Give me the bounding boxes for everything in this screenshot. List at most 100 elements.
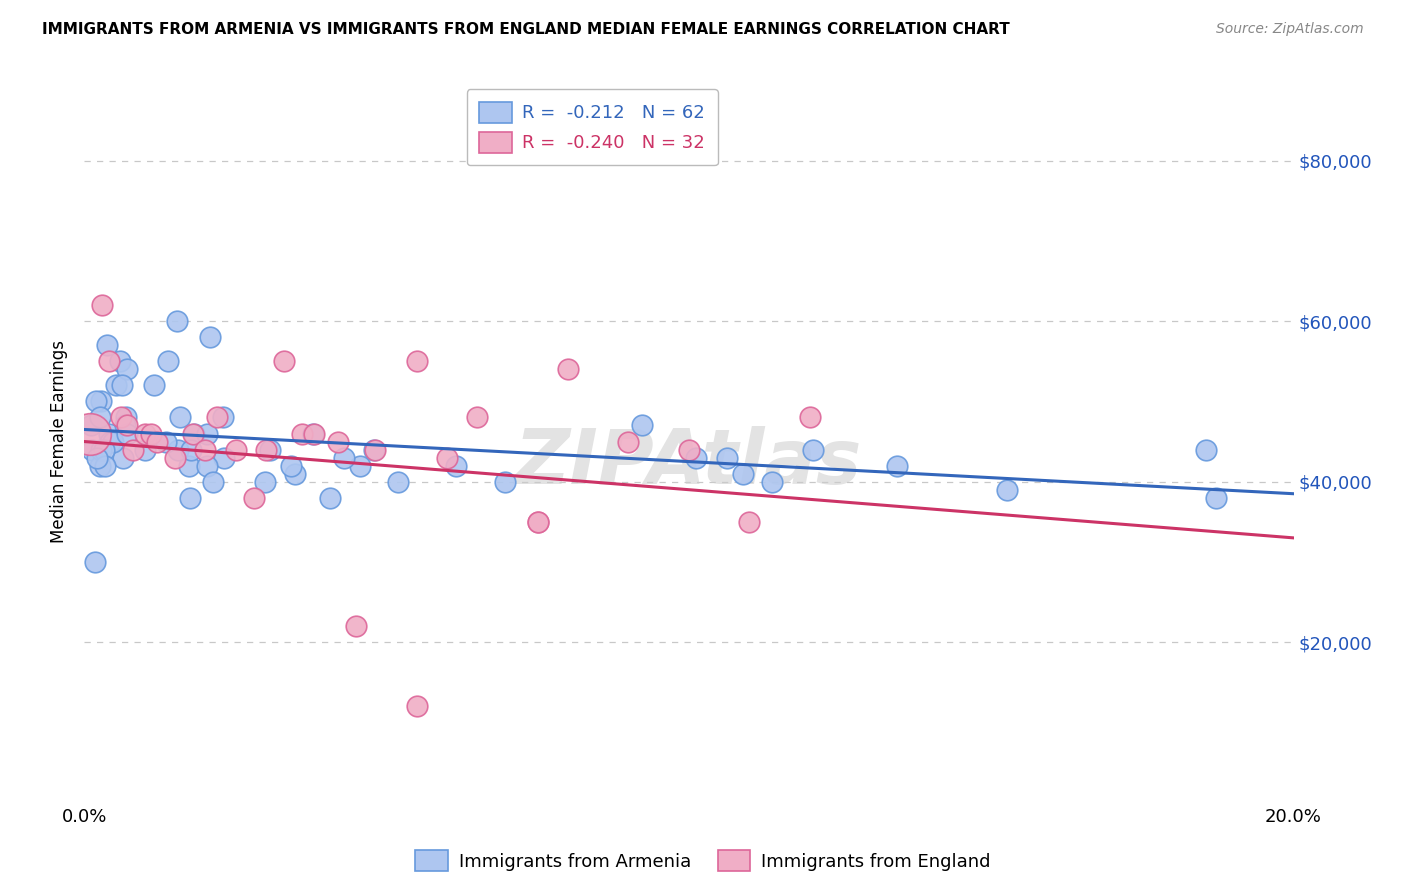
Point bbox=[90, 442, 112, 457]
Point bbox=[165, 450, 187, 465]
Point bbox=[155, 434, 177, 449]
Point bbox=[156, 354, 179, 368]
Point bbox=[225, 442, 247, 457]
Point bbox=[167, 442, 190, 457]
Point bbox=[86, 450, 108, 465]
Point bbox=[328, 434, 350, 449]
Point bbox=[1205, 491, 1227, 505]
Point bbox=[96, 338, 118, 352]
Point bbox=[89, 410, 111, 425]
Point bbox=[179, 458, 201, 473]
Point bbox=[115, 418, 138, 433]
Point bbox=[1195, 442, 1218, 457]
Point bbox=[886, 458, 908, 473]
Point bbox=[716, 450, 738, 465]
Point bbox=[346, 619, 368, 633]
Point bbox=[91, 298, 114, 312]
Point bbox=[319, 491, 342, 505]
Point bbox=[180, 442, 202, 457]
Point bbox=[995, 483, 1018, 497]
Point bbox=[115, 362, 138, 376]
Text: ZIPAtlas: ZIPAtlas bbox=[515, 426, 863, 500]
Point bbox=[678, 442, 700, 457]
Point bbox=[685, 450, 707, 465]
Point bbox=[134, 426, 156, 441]
Point bbox=[291, 426, 314, 441]
Point bbox=[617, 434, 640, 449]
Point bbox=[166, 314, 188, 328]
Point bbox=[197, 458, 219, 473]
Point bbox=[801, 442, 824, 457]
Point bbox=[200, 330, 222, 344]
Legend: Immigrants from Armenia, Immigrants from England: Immigrants from Armenia, Immigrants from… bbox=[408, 843, 998, 879]
Point bbox=[194, 442, 217, 457]
Point bbox=[111, 450, 134, 465]
Point bbox=[139, 426, 162, 441]
Point bbox=[134, 442, 156, 457]
Point bbox=[254, 442, 277, 457]
Point bbox=[280, 458, 302, 473]
Point bbox=[527, 515, 550, 529]
Point bbox=[90, 394, 112, 409]
Point bbox=[731, 467, 754, 481]
Point bbox=[527, 515, 550, 529]
Point bbox=[101, 434, 124, 449]
Point bbox=[94, 458, 117, 473]
Point bbox=[273, 354, 295, 368]
Point bbox=[212, 410, 235, 425]
Point bbox=[104, 378, 127, 392]
Point bbox=[284, 467, 307, 481]
Point bbox=[146, 434, 169, 449]
Point bbox=[242, 491, 264, 505]
Point bbox=[302, 426, 325, 441]
Point bbox=[114, 418, 136, 433]
Point bbox=[98, 426, 121, 441]
Point bbox=[115, 426, 138, 441]
Point bbox=[83, 555, 105, 569]
Point bbox=[494, 475, 516, 489]
Point bbox=[79, 426, 101, 441]
Point bbox=[80, 418, 103, 433]
Point bbox=[183, 426, 205, 441]
Legend: R =  -0.212   N = 62, R =  -0.240   N = 32: R = -0.212 N = 62, R = -0.240 N = 32 bbox=[467, 89, 718, 165]
Point bbox=[738, 515, 761, 529]
Point bbox=[259, 442, 281, 457]
Point bbox=[436, 450, 458, 465]
Point bbox=[89, 458, 111, 473]
Point bbox=[363, 442, 385, 457]
Text: Source: ZipAtlas.com: Source: ZipAtlas.com bbox=[1216, 22, 1364, 37]
Point bbox=[111, 378, 134, 392]
Point bbox=[84, 394, 107, 409]
Point bbox=[93, 442, 115, 457]
Point bbox=[201, 475, 224, 489]
Point bbox=[406, 699, 429, 714]
Point bbox=[363, 442, 385, 457]
Point bbox=[253, 475, 276, 489]
Y-axis label: Median Female Earnings: Median Female Earnings bbox=[51, 340, 69, 543]
Point bbox=[387, 475, 409, 489]
Point bbox=[179, 491, 201, 505]
Point bbox=[195, 426, 218, 441]
Point bbox=[302, 426, 325, 441]
Point bbox=[631, 418, 654, 433]
Point bbox=[181, 426, 204, 441]
Point bbox=[143, 378, 166, 392]
Point bbox=[557, 362, 579, 376]
Point bbox=[98, 434, 121, 449]
Text: IMMIGRANTS FROM ARMENIA VS IMMIGRANTS FROM ENGLAND MEDIAN FEMALE EARNINGS CORREL: IMMIGRANTS FROM ARMENIA VS IMMIGRANTS FR… bbox=[42, 22, 1010, 37]
Point bbox=[467, 410, 489, 425]
Point bbox=[108, 354, 131, 368]
Point bbox=[212, 450, 235, 465]
Point bbox=[169, 410, 191, 425]
Point bbox=[82, 442, 104, 457]
Point bbox=[110, 410, 132, 425]
Point bbox=[406, 354, 429, 368]
Point bbox=[333, 450, 356, 465]
Point bbox=[207, 410, 229, 425]
Point bbox=[115, 410, 138, 425]
Point bbox=[97, 354, 120, 368]
Point bbox=[444, 458, 467, 473]
Point bbox=[121, 442, 143, 457]
Point bbox=[799, 410, 821, 425]
Point bbox=[349, 458, 371, 473]
